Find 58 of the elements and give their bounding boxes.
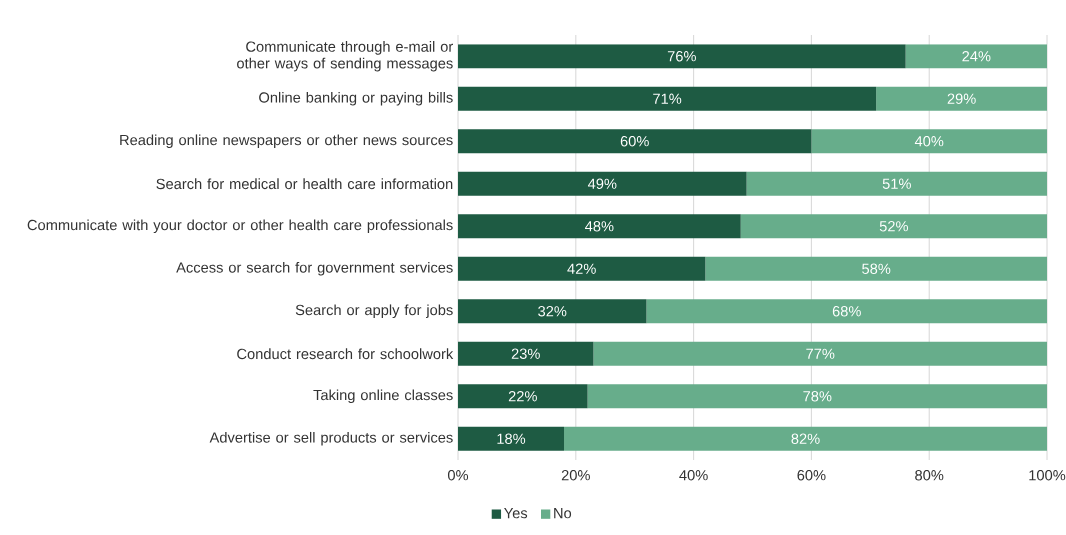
bar bbox=[705, 256, 1048, 281]
y-tick-label: Reading online newspapers or other news sources bbox=[120, 134, 453, 149]
bar bbox=[458, 86, 877, 111]
bar bbox=[458, 384, 588, 409]
x-tick-label: 80% bbox=[915, 470, 944, 481]
data-label: 22% bbox=[508, 391, 537, 402]
bar bbox=[811, 129, 1048, 154]
y-tick-label: Communicate with your doctor or other health care professionals bbox=[27, 219, 453, 234]
data-label: 71% bbox=[653, 93, 682, 104]
data-label: 68% bbox=[832, 306, 861, 317]
y-tick-label: Taking online classes bbox=[313, 389, 453, 404]
bar bbox=[458, 214, 741, 239]
data-label: 48% bbox=[585, 221, 614, 232]
bar bbox=[905, 44, 1048, 69]
data-label: 18% bbox=[497, 433, 526, 444]
x-tick-label: 20% bbox=[561, 470, 590, 481]
y-tick-label: Communicate through e-mail or other ways of sending messages bbox=[237, 41, 453, 72]
data-label: 60% bbox=[620, 136, 649, 147]
y-tick-label: Search for medical or health care information bbox=[156, 178, 453, 190]
bar bbox=[564, 426, 1048, 451]
x-tick-label: 40% bbox=[679, 470, 708, 481]
data-label: 40% bbox=[914, 136, 944, 147]
data-label: 77% bbox=[806, 348, 835, 359]
legend-label: No bbox=[554, 508, 572, 519]
data-label: 29% bbox=[947, 93, 976, 104]
bar bbox=[593, 341, 1048, 366]
data-label: 76% bbox=[667, 51, 696, 62]
bar bbox=[876, 86, 1048, 111]
bar bbox=[458, 256, 706, 281]
data-label: 23% bbox=[511, 348, 540, 359]
y-tick-label: Search or apply for jobs bbox=[295, 304, 453, 319]
data-label: 32% bbox=[538, 306, 567, 317]
x-tick-label: 0% bbox=[447, 470, 469, 481]
data-label: 82% bbox=[791, 433, 820, 444]
bar bbox=[458, 426, 565, 451]
data-label: 52% bbox=[879, 221, 909, 232]
data-label: 24% bbox=[962, 51, 991, 62]
data-label: 78% bbox=[803, 391, 832, 402]
data-label: 42% bbox=[567, 263, 596, 274]
bar bbox=[746, 171, 1048, 196]
y-tick-label: Online banking or paying bills bbox=[259, 91, 453, 106]
bar bbox=[587, 384, 1048, 409]
bar bbox=[458, 129, 812, 154]
x-tick-label: 60% bbox=[797, 470, 826, 481]
bar bbox=[740, 214, 1048, 239]
bar bbox=[458, 299, 647, 324]
bar bbox=[458, 171, 747, 196]
y-tick-label: Advertise or sell products or services bbox=[209, 431, 453, 446]
bar bbox=[458, 341, 594, 366]
x-tick-label: 100% bbox=[1029, 470, 1066, 481]
data-label: 49% bbox=[587, 178, 617, 189]
bar bbox=[458, 44, 906, 69]
legend-label: Yes bbox=[504, 508, 528, 519]
data-label: 58% bbox=[862, 263, 891, 274]
y-tick-label: Access or search for government services bbox=[176, 261, 453, 276]
bar bbox=[646, 299, 1048, 324]
data-label: 51% bbox=[882, 178, 911, 189]
y-tick-label: Conduct research for schoolwork bbox=[237, 348, 454, 360]
